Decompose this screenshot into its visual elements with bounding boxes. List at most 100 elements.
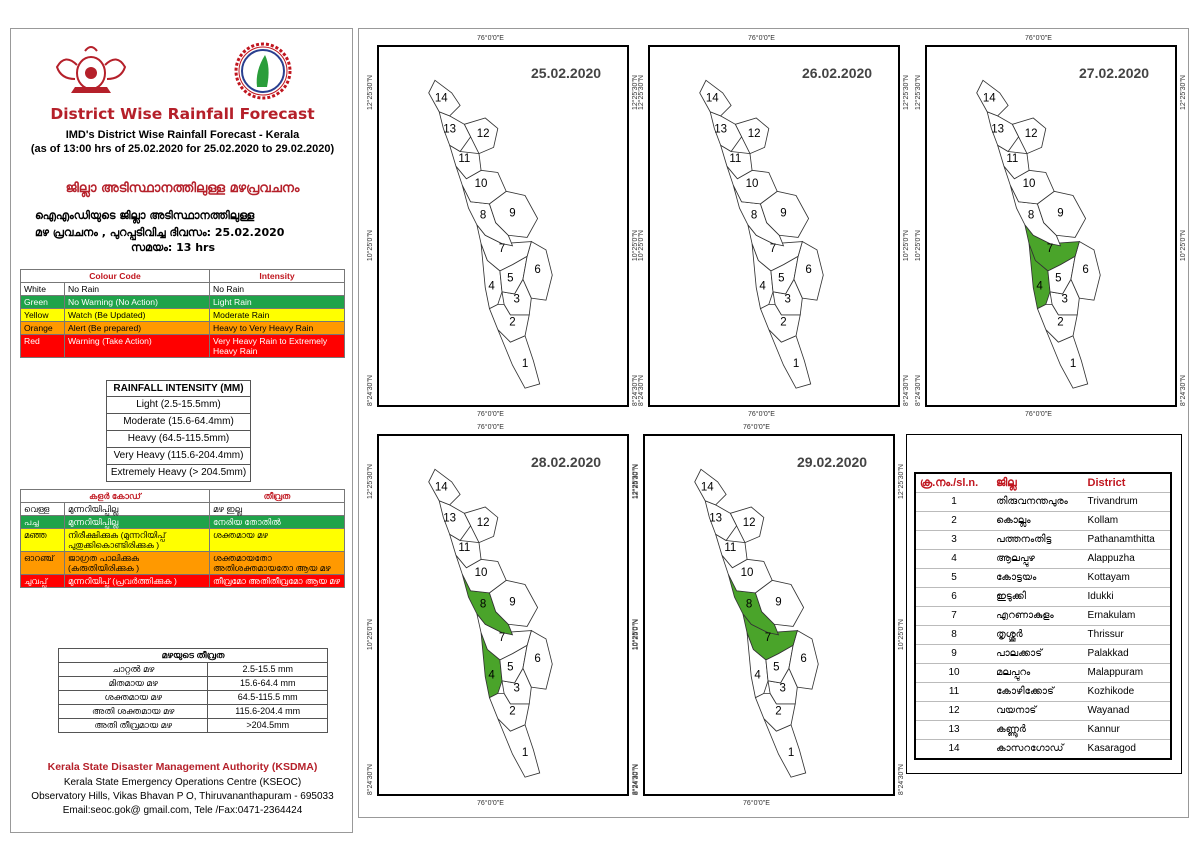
district-mal: എറണാകുളം [992,606,1084,626]
district-no: 7 [915,606,993,626]
district-number-label: 12 [748,128,761,140]
district-14-shape [976,79,1009,117]
mal-colour-code: ജാഗ്രത പാലിക്കുക (കരുതിയിരിക്കുക ) [64,551,210,575]
map-panel: 29.02.2020 1 2 3 4 5 6 7 8 9 10 11 12 13 14 [643,434,895,796]
mal-colour-row: ഓറഞ്ച് ജാഗ്രത പാലിക്കുക (കരുതിയിരിക്കുക )… [20,551,345,575]
intensity-range: Moderate (15.6-64.4mm) [106,413,251,431]
district-en: Palakkad [1083,644,1171,664]
lat-label-right: 12°25'30"N [898,464,905,500]
info-panel: District Wise Rainfall Forecast IMD's Di… [10,28,353,833]
mal-intensity-label: ശക്തമായ മഴ [57,690,209,705]
district-no: 11 [915,682,993,702]
mal-line-1: ഐഎംഡിയുടെ ജില്ലാ അടിസ്ഥാനത്തിലുള്ള [35,209,255,222]
district-number-label: 14 [435,92,448,104]
district-number-label: 8 [746,599,752,611]
district-number-label: 14 [701,481,714,493]
map-date: 29.02.2020 [797,454,868,470]
district-9-shape [488,190,539,238]
district-number-label: 5 [773,661,779,673]
district-number-label: 12 [1025,128,1038,140]
district-14-shape [428,468,461,506]
mal-colour-code-header: കളർ കോഡ് [20,489,210,503]
district-number-label: 11 [729,153,741,165]
lat-label-right: 10°25'0"N [1180,230,1187,262]
district-number-label: 4 [488,281,495,293]
district-number-label: 13 [709,513,722,525]
mal-line-3: സമയം: 13 hrs [131,241,216,254]
lat-label-left: 10°25'0"N [633,619,640,651]
district-mal: കോട്ടയം [992,568,1084,588]
district-mal: ആലപ്പുഴ [992,549,1084,569]
district-number-label: 4 [1036,281,1043,293]
lat-label-left: 12°25'30"N [367,464,374,500]
map-date: 25.02.2020 [531,65,602,81]
intensity-range: Very Heavy (115.6-204.4mm) [106,447,251,465]
district-row: 13 കണ്ണൂർ Kannur [915,720,1171,740]
district-no: 4 [915,549,993,569]
mal-colour-code-table: കളർ കോഡ് തീവ്രത വെള്ള മുന്നറിയിപ്പില്ല മഴ … [20,489,345,588]
district-number-label: 8 [480,599,486,611]
district-row: 2 കൊല്ലം Kollam [915,511,1171,531]
colour-intensity: Very Heavy Rain to Extremely Heavy Rain [209,334,345,358]
map-panel: 25.02.2020 1 2 3 4 5 6 7 8 9 10 11 12 13 14 [377,45,629,407]
mal-intensity-row: ചാറ്റൽ മഴ 2.5-15.5 mm [57,662,328,677]
mal-colour-code: മുന്നറിയിപ്പില്ല [64,502,210,516]
district-6-shape [1070,240,1101,301]
district-number-label: 11 [1006,153,1018,165]
lon-label-top: 76°0'0"E [1025,35,1052,42]
district-number-label: 11 [458,542,470,554]
district-number-label: 4 [759,281,766,293]
district-no: 10 [915,663,993,683]
district-no: 12 [915,701,993,721]
district-number-label: 6 [1082,264,1088,276]
dt-header-no: ക്ര.നം./sl.n. [915,473,993,493]
district-13-shape [709,111,743,153]
lon-label-top: 76°0'0"E [477,35,504,42]
district-mal: വയനാട് [992,701,1084,721]
district-en: Kottayam [1083,568,1171,588]
mal-colour-intensity: മഴ ഇല്ല [209,502,345,516]
district-number-label: 9 [1057,207,1063,219]
ksdma-org: Kerala State Disaster Management Authori… [47,761,318,773]
map-panel: 26.02.2020 1 2 3 4 5 6 7 8 9 10 11 12 13 14 [648,45,900,407]
district-number-label: 9 [780,207,786,219]
lat-label-left: 12°25'30"N [633,464,640,500]
district-number-label: 1 [788,747,794,759]
mal-colour-name: ചുവപ്പ് [20,574,65,588]
district-number-label: 1 [522,358,528,370]
district-mal: കൊല്ലം [992,511,1084,531]
district-number-label: 14 [983,92,996,104]
lat-label-left: 12°25'30"N [915,75,922,111]
lat-label-left: 10°25'0"N [915,230,922,262]
mal-intensity-range: 64.5-115.5 mm [207,690,328,705]
district-number-label: 10 [1023,178,1036,190]
district-row: 9 പാലക്കാട് Palakkad [915,644,1171,664]
lon-label-top: 76°0'0"E [748,35,775,42]
colour-name: Red [20,334,65,358]
district-mal: പത്തനംതിട്ട [992,530,1084,550]
district-row: 6 ഇടുക്കി Idukki [915,587,1171,607]
district-number-label: 10 [746,178,759,190]
rainfall-intensity-table: RAINFALL INTENSITY (MM) Light (2.5-15.5m… [106,380,251,482]
district-number-label: 8 [480,210,486,222]
lat-label-left: 10°25'0"N [367,619,374,651]
district-no: 5 [915,568,993,588]
district-no: 8 [915,625,993,645]
district-number-label: 6 [805,264,811,276]
district-number-label: 7 [499,632,505,644]
intensity-row: Very Heavy (115.6-204.4mm) [106,447,251,465]
footer-line-2: Observatory Hills, Vikas Bhavan P O, Thi… [31,791,334,802]
district-number-label: 13 [714,124,727,136]
district-mal: മലപ്പുറം [992,663,1084,683]
mal-colour-row: വെള്ള മുന്നറിയിപ്പില്ല മഴ ഇല്ല [20,502,345,516]
intensity-row: Light (2.5-15.5mm) [106,396,251,414]
mal-colour-row: ചുവപ്പ് മുന്നറിയിപ്പ് (പ്രവർത്തിക്കുക ) തീ… [20,574,345,588]
district-number-label: 2 [1057,316,1063,328]
district-en: Kollam [1083,511,1171,531]
district-mal: തിരുവനന്തപുരം [992,492,1084,512]
maps-area [358,28,1189,818]
colour-code-row: Green No Warning (No Action) Light Rain [20,295,345,309]
lon-label-bottom: 76°0'0"E [477,800,504,807]
mal-intensity-label: മിതമായ മഴ [57,676,209,691]
